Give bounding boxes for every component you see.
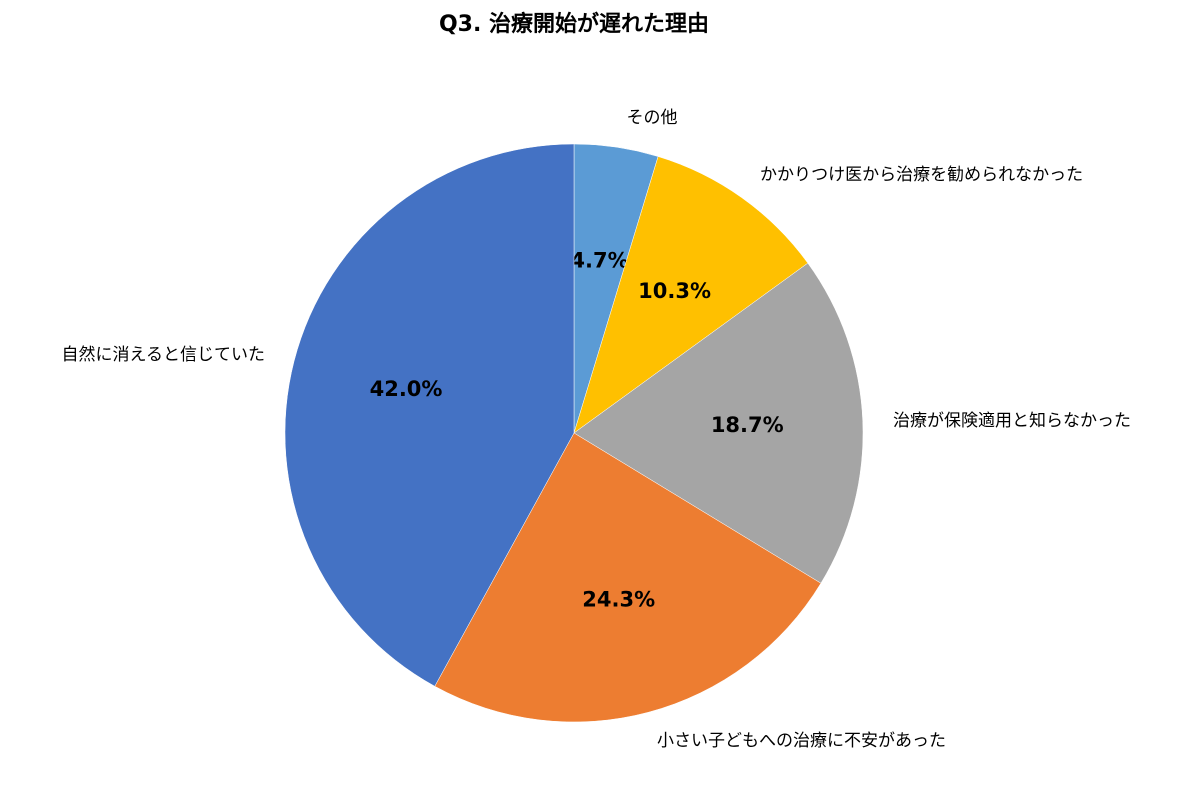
category-label: 自然に消えると信じていた: [62, 345, 266, 365]
value-label: 24.3%: [582, 588, 655, 612]
category-label: 治療が保険適用と知らなかった: [893, 411, 1131, 431]
category-label: 小さい子どもへの治療に不安があった: [657, 731, 946, 751]
value-label: 42.0%: [370, 377, 443, 401]
pie-slice: [434, 432, 822, 723]
chart-title: Q3. 治療開始が遅れた理由: [439, 11, 709, 37]
pie-slice: [573, 156, 809, 434]
value-label: 10.3%: [638, 279, 711, 303]
category-label: かかりつけ医から治療を勧められなかった: [760, 165, 1083, 185]
value-label: 4.7%: [570, 248, 628, 272]
pie-slice: [284, 143, 575, 687]
pie-slice: [573, 262, 864, 584]
value-label: 18.7%: [711, 413, 784, 437]
category-label: その他: [627, 108, 678, 128]
